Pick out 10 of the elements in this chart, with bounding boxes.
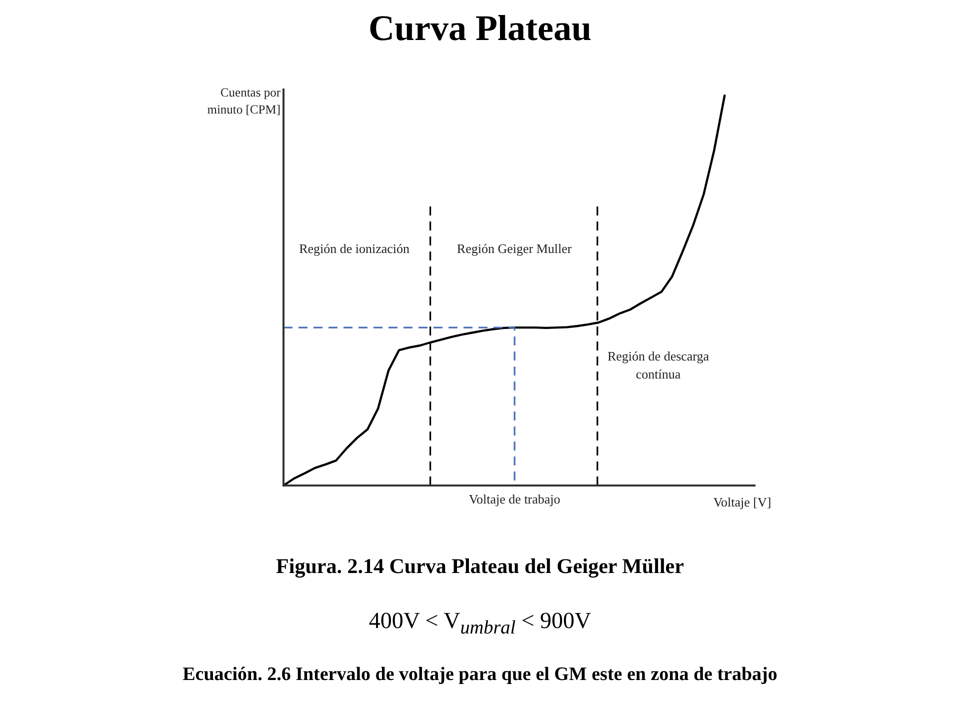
text: Figura. 2.14 Curva Plateau del Geiger Müller xyxy=(276,553,684,580)
text: 400V < V$_{umbral}$ < 900V xyxy=(368,607,592,641)
annotation: Región Geiger Muller xyxy=(456,240,572,256)
y-axis-title: Cuentas por minuto [CPM] xyxy=(207,86,282,116)
text: Ecuación. 2.6 Intervalo de voltaje para que el GM este en zona de trabajo xyxy=(182,663,778,687)
x-axis-title: Voltaje [V] xyxy=(713,494,772,510)
chart-title: Curva Plateau xyxy=(368,7,592,50)
annotation: Región de ionización xyxy=(299,240,410,256)
ref-line-label: Voltaje de trabajo xyxy=(468,492,560,506)
annotation: Región de descarga contínua xyxy=(607,348,710,382)
